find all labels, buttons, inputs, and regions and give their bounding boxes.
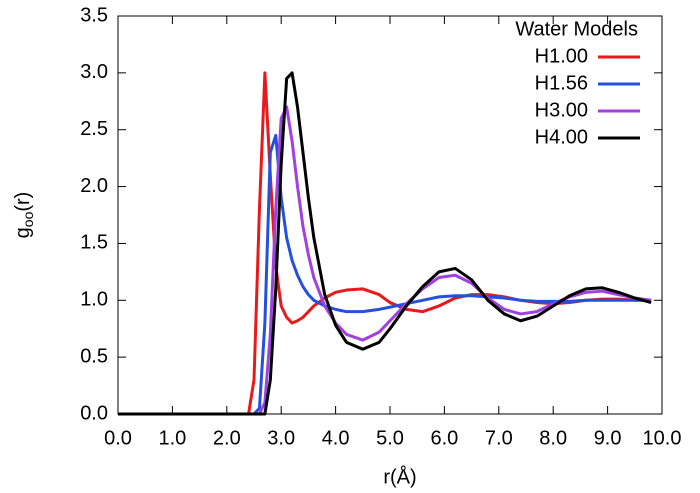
y-tick-label: 1.5 bbox=[80, 232, 108, 254]
y-label-main: g bbox=[12, 227, 34, 238]
legend-label: H1.56 bbox=[535, 72, 588, 94]
x-tick-label: 6.0 bbox=[430, 427, 458, 449]
x-tick-label: 0.0 bbox=[104, 427, 132, 449]
series-line bbox=[118, 133, 652, 416]
legend-title: Water Models bbox=[515, 18, 638, 40]
x-tick-label: 3.0 bbox=[267, 427, 295, 449]
y-axis-label: goo(r) bbox=[12, 192, 35, 239]
y-label-suffix: (r) bbox=[12, 192, 34, 212]
x-tick-label: 9.0 bbox=[594, 427, 622, 449]
x-tick-label: 5.0 bbox=[376, 427, 404, 449]
y-tick-label: 0.5 bbox=[80, 345, 108, 367]
y-tick-label: 3.0 bbox=[80, 61, 108, 83]
series-line bbox=[118, 105, 652, 416]
x-tick-label: 2.0 bbox=[213, 427, 241, 449]
x-axis-label: r(Å) bbox=[383, 465, 416, 488]
y-tick-label: 2.0 bbox=[80, 175, 108, 197]
series-line bbox=[118, 71, 652, 416]
y-tick-label: 3.5 bbox=[80, 4, 108, 26]
legend-label: H1.00 bbox=[535, 45, 588, 67]
x-tick-label: 7.0 bbox=[485, 427, 513, 449]
y-tick-label: 2.5 bbox=[80, 118, 108, 140]
series-line bbox=[118, 71, 652, 416]
y-tick-label: 1.0 bbox=[80, 289, 108, 311]
y-tick-label: 0.0 bbox=[80, 402, 108, 424]
x-tick-label: 1.0 bbox=[158, 427, 186, 449]
legend-label: H3.00 bbox=[535, 99, 588, 121]
legend-label: H4.00 bbox=[535, 126, 588, 148]
x-tick-label: 8.0 bbox=[539, 427, 567, 449]
x-tick-label: 10.0 bbox=[643, 427, 682, 449]
x-tick-label: 4.0 bbox=[322, 427, 350, 449]
y-label-sub: oo bbox=[20, 211, 36, 227]
